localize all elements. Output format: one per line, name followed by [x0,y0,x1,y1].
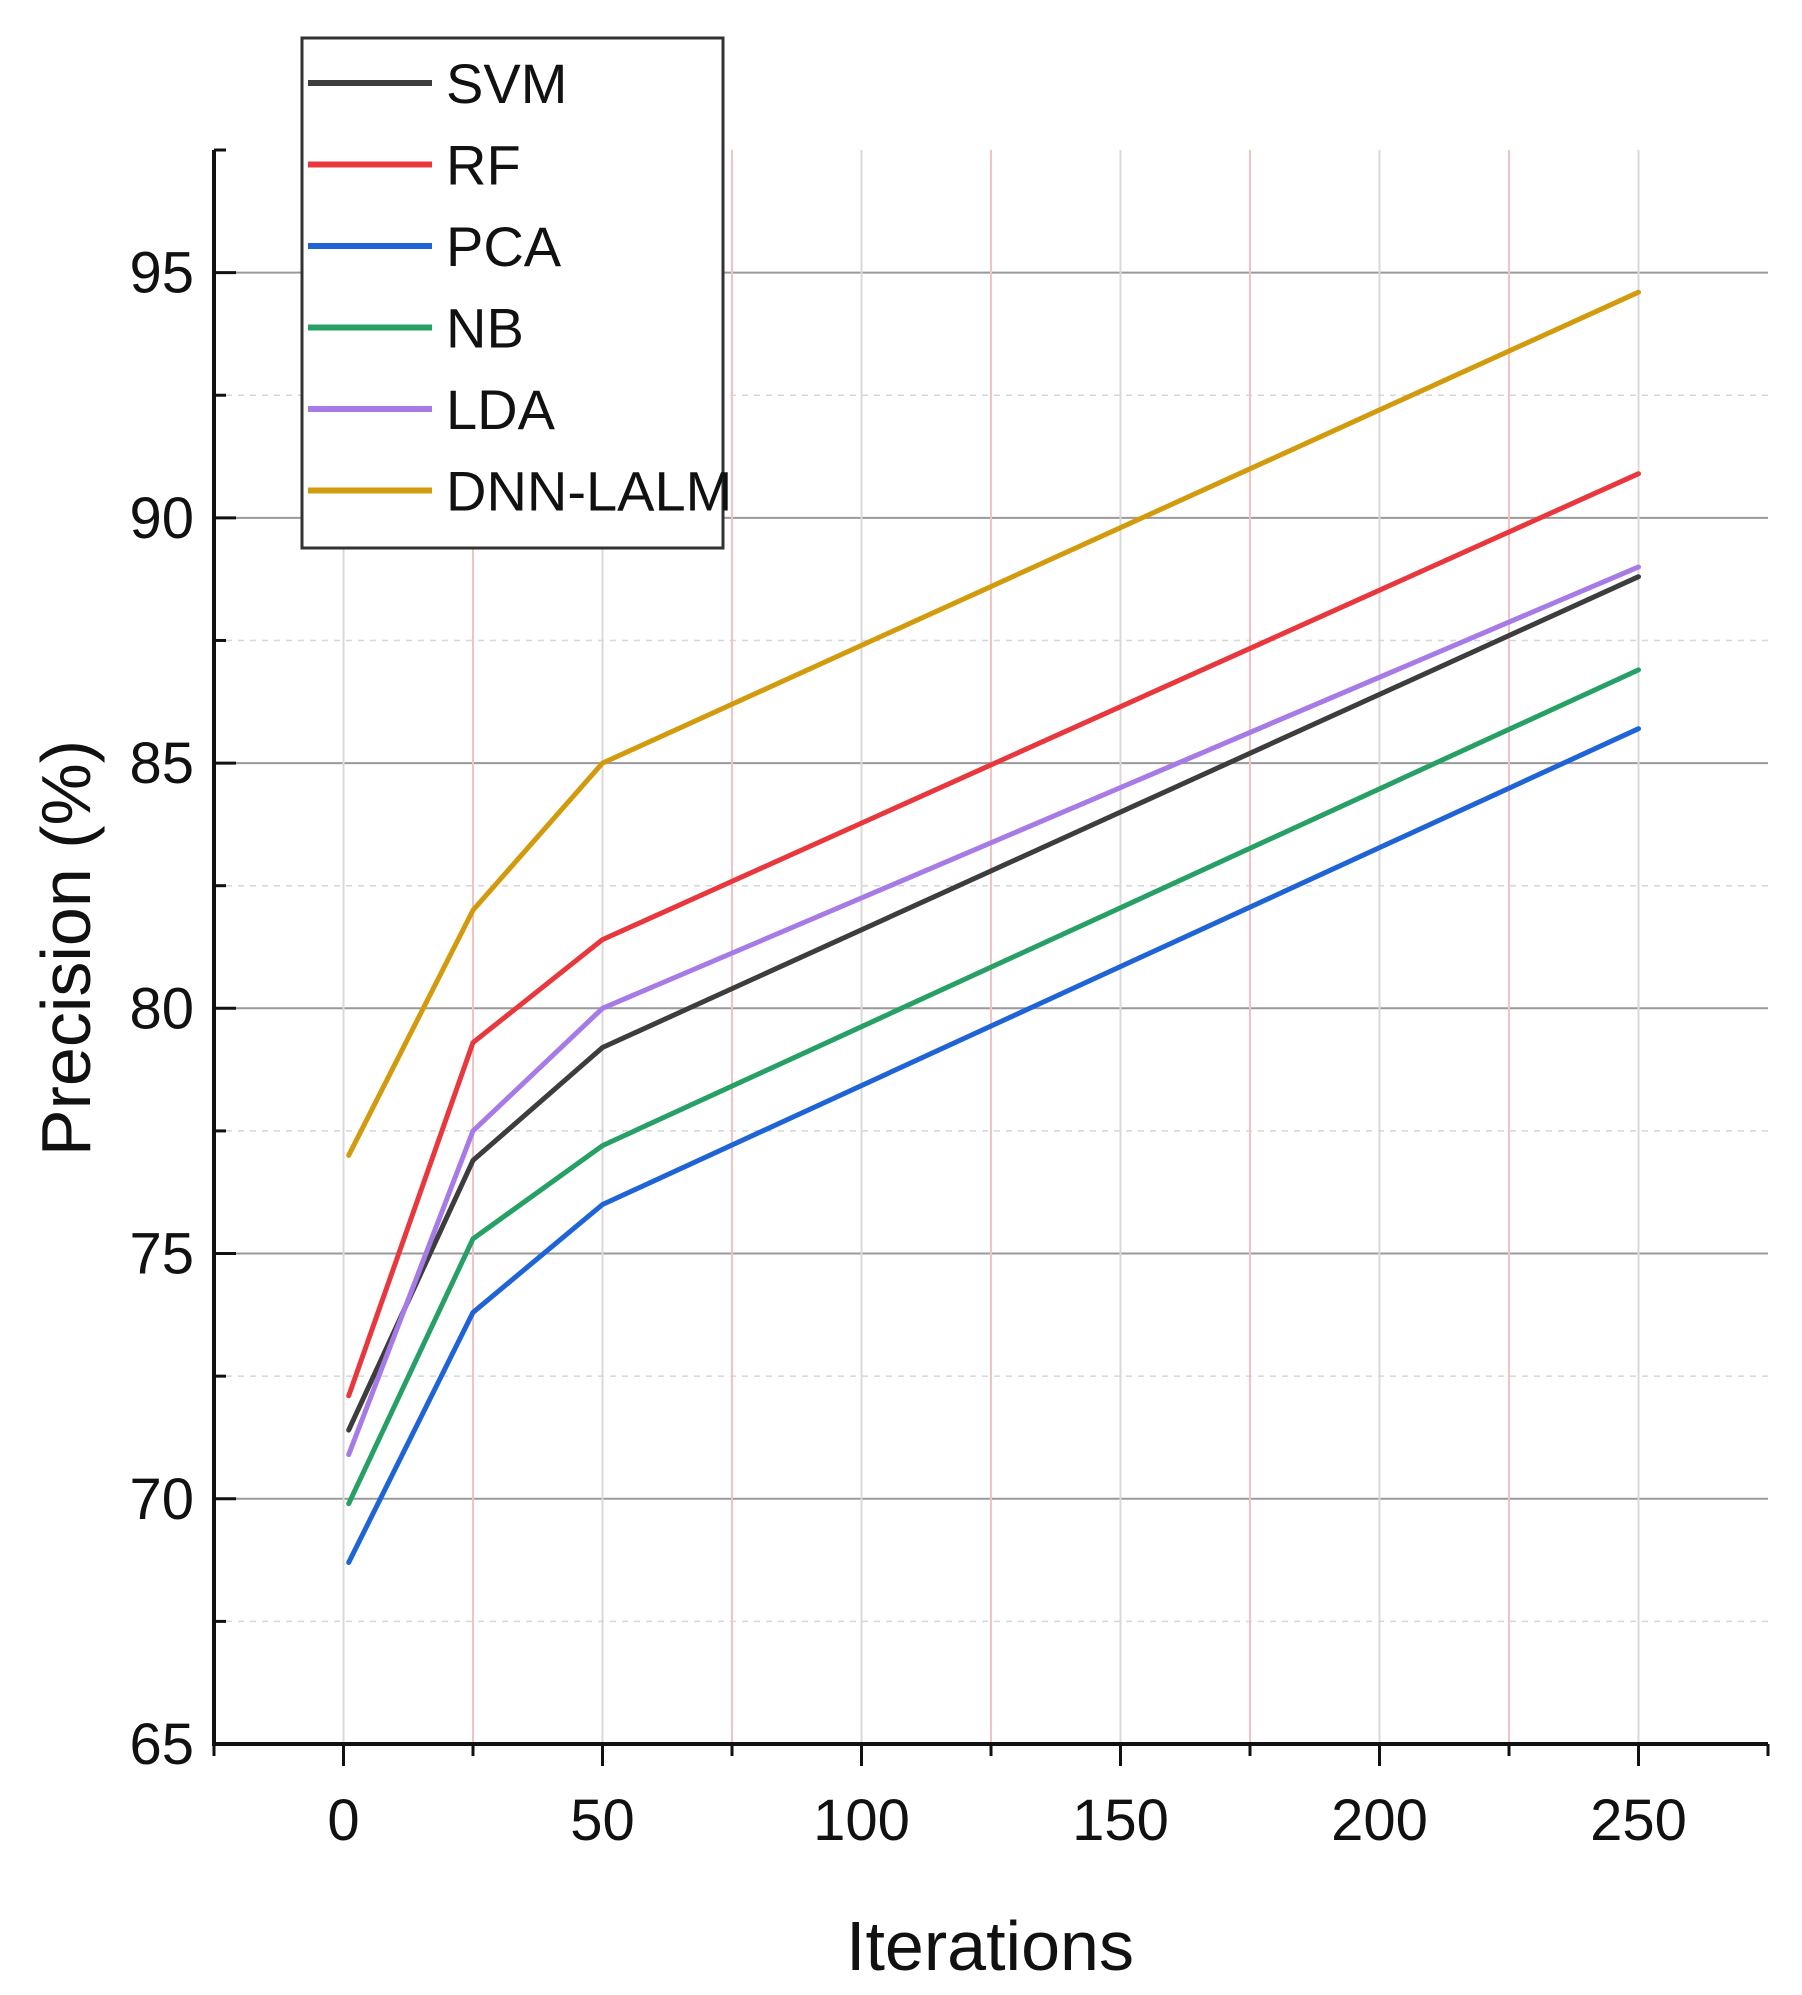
series-line-dnn-lalm [346,289,1641,1158]
series-line-rf [346,471,1641,1399]
legend-label: DNN-LALM [446,460,732,523]
legend-label: PCA [446,215,562,278]
series-line-pca [346,726,1641,1565]
x-tick-label: 200 [1331,1788,1428,1853]
series-line-lda [346,564,1641,1458]
y-tick-label: 95 [129,241,194,306]
legend-box [300,36,725,550]
legend-label: RF [446,134,521,197]
x-tick-label: 150 [1072,1788,1169,1853]
series-line-svm [346,574,1641,1433]
x-tick-label: 50 [570,1788,635,1853]
x-tick-label: 100 [813,1788,910,1853]
series-line-nb [346,667,1641,1507]
x-tick-label: 250 [1590,1788,1687,1853]
legend: SVM RF PCA NB LDA DNN-LALM [300,36,732,550]
y-tick-label: 75 [129,1222,194,1287]
y-tick-label: 80 [129,976,194,1041]
y-axis-title: Precision (%) [27,740,105,1156]
series [346,289,1641,1565]
x-tick-label: 0 [327,1788,359,1853]
tick-labels: 65 70 75 80 85 90 95 0 50 100 150 200 250 [129,241,1686,1853]
x-axis-title: Iterations [846,1907,1134,1985]
y-tick-label: 90 [129,486,194,551]
axes [212,148,1770,1766]
legend-label: NB [446,297,524,360]
y-tick-label: 65 [129,1712,194,1777]
legend-label: LDA [446,378,556,441]
y-tick-label: 70 [129,1467,194,1532]
legend-label: SVM [446,52,567,115]
y-tick-label: 85 [129,731,194,796]
